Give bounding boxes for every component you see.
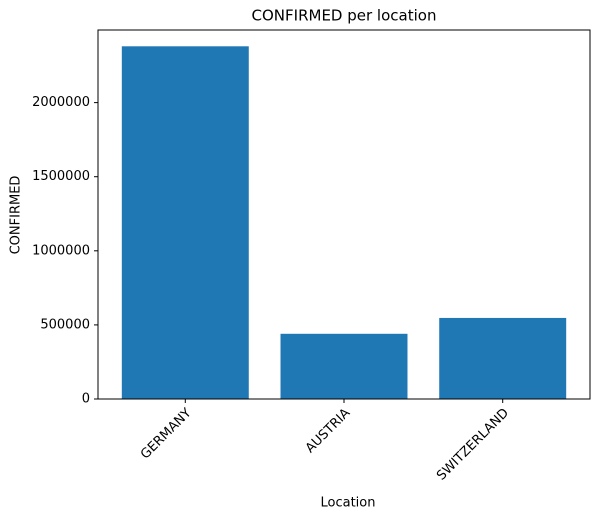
bar [280, 333, 408, 399]
x-axis-label: Location [321, 496, 376, 511]
x-tick-label: SWITZERLAND [434, 406, 512, 484]
y-tick-label: 0 [82, 392, 90, 407]
y-tick-label: 1500000 [32, 169, 90, 184]
y-tick-label: 500000 [40, 317, 90, 332]
chart-title: CONFIRMED per location [252, 7, 437, 25]
bar [121, 46, 249, 399]
y-axis-label: CONFIRMED [9, 176, 24, 255]
axes-frame [97, 29, 591, 400]
y-tick-label: 1000000 [32, 243, 90, 258]
x-tick-label: GERMANY [138, 406, 195, 463]
bar [439, 317, 567, 399]
x-tick-label: AUSTRIA [303, 406, 354, 457]
y-tick-label: 2000000 [32, 95, 90, 110]
